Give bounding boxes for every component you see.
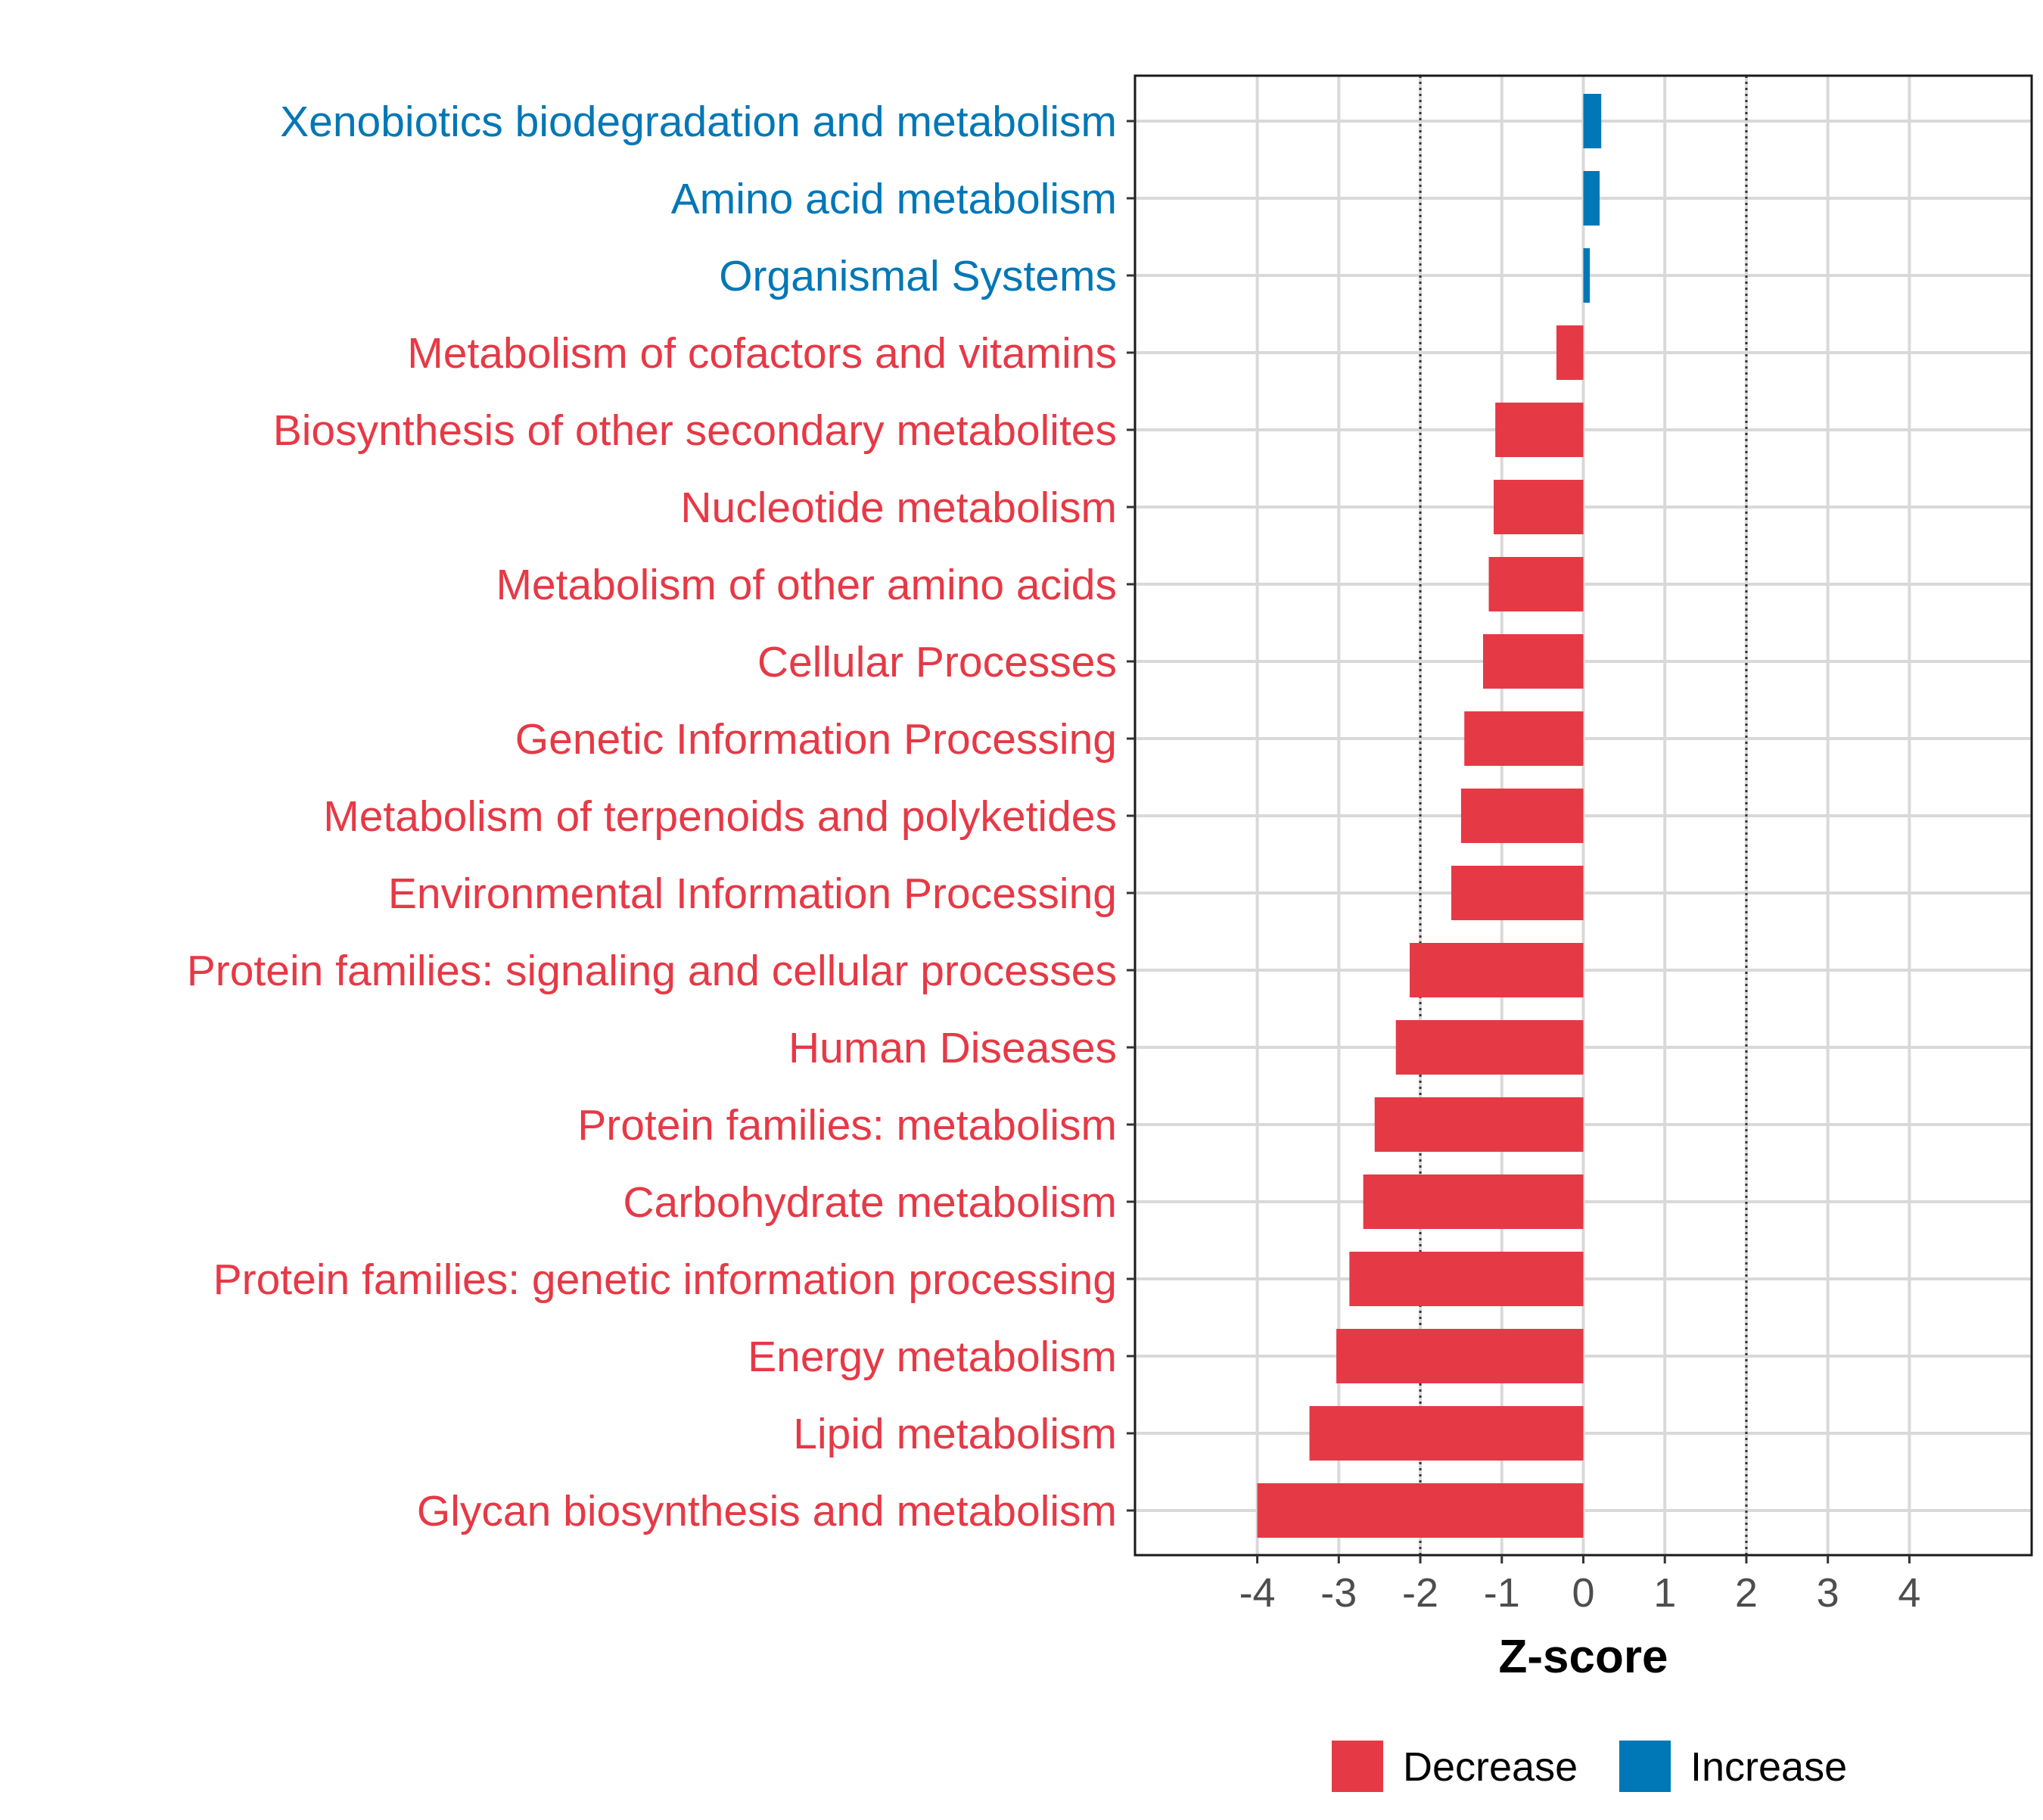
category-label: Amino acid metabolism <box>671 175 1117 223</box>
legend: Decrease Increase <box>1332 1741 1847 1792</box>
legend-swatch <box>1619 1741 1671 1792</box>
bar <box>1488 557 1584 611</box>
bar <box>1349 1252 1584 1306</box>
legend-swatch <box>1332 1741 1383 1792</box>
bar <box>1336 1329 1584 1383</box>
bar <box>1482 634 1584 689</box>
bar <box>1374 1097 1584 1152</box>
bar-layer <box>1257 94 1602 1538</box>
bar <box>1309 1406 1584 1461</box>
x-tick-label: -1 <box>1484 1570 1520 1616</box>
bar <box>1583 171 1600 226</box>
category-label: Protein families: genetic information pr… <box>213 1255 1117 1304</box>
bar <box>1583 248 1591 303</box>
bar <box>1556 325 1584 380</box>
category-label: Energy metabolism <box>748 1333 1117 1381</box>
bar <box>1451 866 1584 920</box>
bar <box>1494 480 1584 534</box>
legend-label: Increase <box>1690 1744 1847 1790</box>
category-label: Xenobiotics biodegradation and metabolis… <box>280 98 1117 146</box>
x-tick-label: -4 <box>1239 1570 1276 1616</box>
category-label: Genetic Information Processing <box>515 715 1117 764</box>
category-label: Cellular Processes <box>757 638 1117 686</box>
x-tick-label: 0 <box>1572 1570 1594 1616</box>
category-label: Nucleotide metabolism <box>680 484 1117 532</box>
x-tick-label: -2 <box>1402 1570 1438 1616</box>
bar <box>1464 711 1584 766</box>
y-axis-ticks <box>1127 120 1135 1512</box>
x-tick-label: 4 <box>1898 1570 1920 1616</box>
bar <box>1410 943 1584 997</box>
category-label: Protein families: metabolism <box>577 1101 1117 1150</box>
category-label: Organismal Systems <box>719 252 1117 300</box>
category-label: Metabolism of other amino acids <box>496 561 1117 609</box>
category-label: Lipid metabolism <box>793 1410 1117 1458</box>
category-label: Metabolism of cofactors and vitamins <box>407 329 1117 378</box>
x-tick-label: 2 <box>1735 1570 1758 1616</box>
bar <box>1495 403 1584 457</box>
x-axis-title: Z-score <box>1499 1631 1668 1683</box>
category-label: Biosynthesis of other secondary metaboli… <box>273 406 1117 455</box>
category-label: Human Diseases <box>788 1024 1117 1072</box>
bar <box>1460 789 1584 843</box>
x-tick-label: 1 <box>1653 1570 1676 1616</box>
reference-lines <box>1419 76 1748 1555</box>
category-label: Metabolism of terpenoids and polyketides <box>323 792 1117 841</box>
category-label: Environmental Information Processing <box>388 870 1117 918</box>
x-tick-label: -3 <box>1320 1570 1357 1616</box>
bar <box>1257 1483 1584 1538</box>
category-label: Protein families: signaling and cellular… <box>187 947 1117 995</box>
bar <box>1363 1174 1584 1229</box>
category-label: Glycan biosynthesis and metabolism <box>417 1487 1117 1535</box>
y-axis-labels: Xenobiotics biodegradation and metabolis… <box>187 98 1117 1535</box>
x-axis-ticks: -4 -3 -2 -1 0 1 2 3 4 <box>1239 1555 1920 1616</box>
bar <box>1395 1020 1584 1075</box>
x-tick-label: 3 <box>1817 1570 1839 1616</box>
bar <box>1583 94 1602 148</box>
legend-label: Decrease <box>1403 1744 1578 1790</box>
category-label: Carbohydrate metabolism <box>623 1178 1117 1227</box>
